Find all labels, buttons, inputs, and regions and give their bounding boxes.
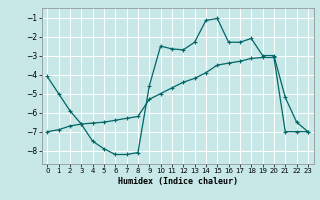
- X-axis label: Humidex (Indice chaleur): Humidex (Indice chaleur): [118, 177, 237, 186]
